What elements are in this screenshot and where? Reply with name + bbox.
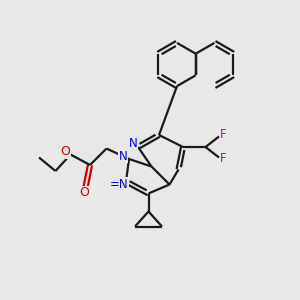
Text: N: N: [129, 137, 138, 150]
Text: F: F: [220, 152, 227, 166]
Text: O: O: [60, 145, 70, 158]
Text: F: F: [220, 128, 227, 142]
Text: O: O: [79, 186, 89, 200]
Text: =N: =N: [110, 178, 129, 191]
Text: N: N: [118, 149, 127, 163]
